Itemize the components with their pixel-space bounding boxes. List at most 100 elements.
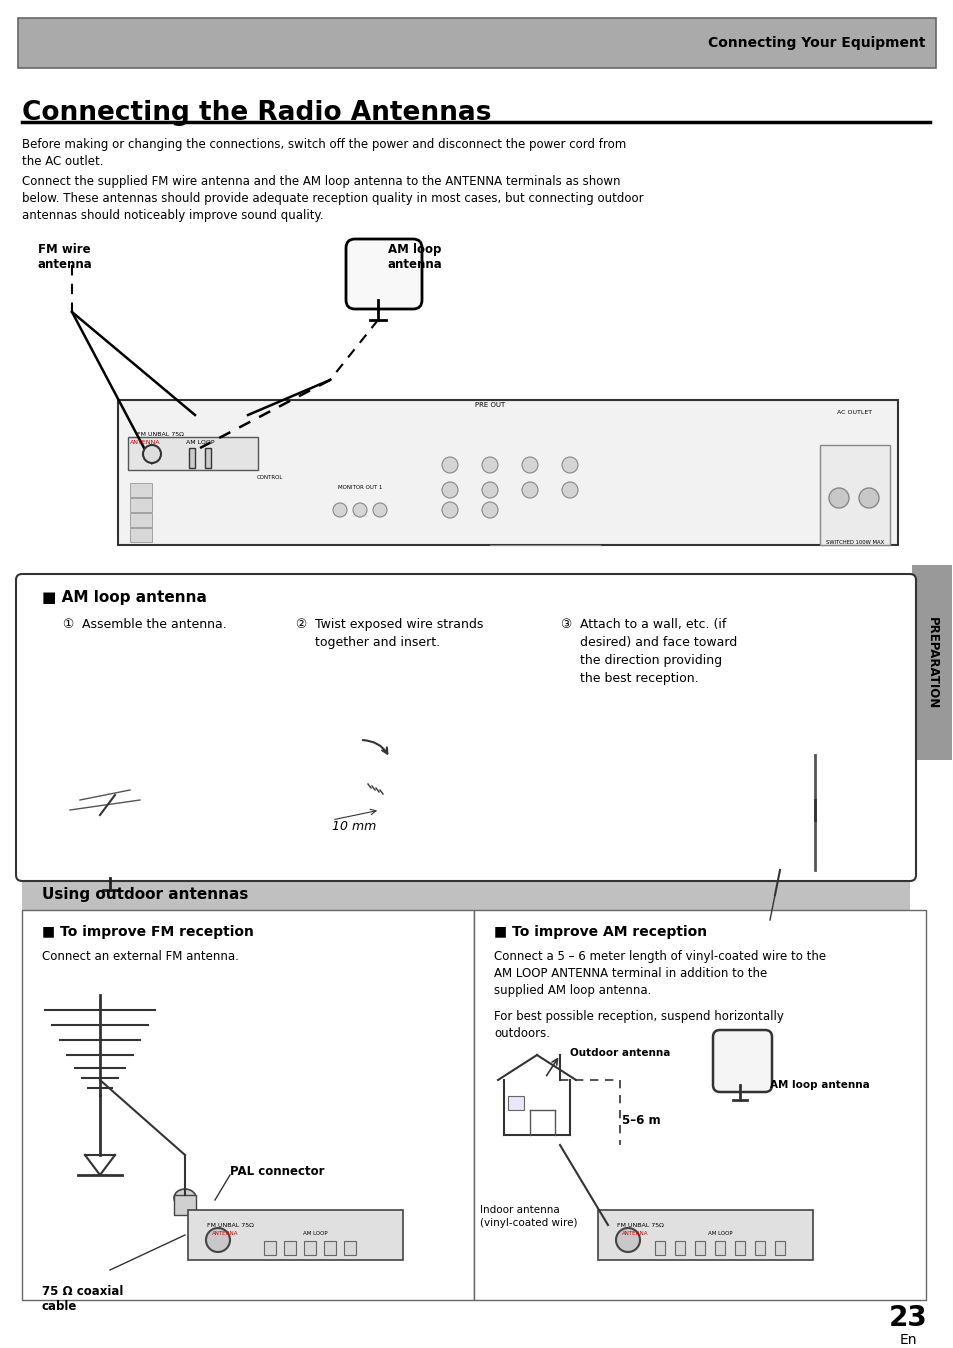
Text: Connecting the Radio Antennas: Connecting the Radio Antennas (22, 100, 491, 125)
Text: ANTENNA: ANTENNA (130, 439, 160, 445)
Bar (284, 1242, 295, 1255)
Text: AC OUTLET: AC OUTLET (837, 410, 872, 415)
Bar (695, 1242, 704, 1255)
Text: PAL connector: PAL connector (230, 1165, 324, 1178)
Text: 23: 23 (887, 1304, 926, 1332)
Text: CONTROL: CONTROL (256, 474, 283, 480)
Text: For best possible reception, suspend horizontally
outdoors.: For best possible reception, suspend hor… (494, 1010, 783, 1041)
Text: ■ To improve AM reception: ■ To improve AM reception (494, 925, 706, 940)
Circle shape (441, 483, 457, 497)
Bar (130, 528, 152, 542)
Bar (598, 1211, 812, 1260)
Bar (714, 1242, 724, 1255)
Text: Connect a 5 – 6 meter length of vinyl-coated wire to the
AM LOOP ANTENNA termina: Connect a 5 – 6 meter length of vinyl-co… (494, 950, 825, 998)
Circle shape (561, 483, 578, 497)
Text: AM LOOP: AM LOOP (707, 1231, 732, 1236)
Circle shape (333, 503, 347, 518)
FancyBboxPatch shape (81, 828, 145, 886)
Text: Attach to a wall, etc. (if
desired) and face toward
the direction providing
the : Attach to a wall, etc. (if desired) and … (579, 617, 737, 685)
Text: PREPARATION: PREPARATION (924, 617, 938, 709)
Bar (189, 448, 194, 468)
Text: ANTENNA: ANTENNA (212, 1231, 238, 1236)
Text: Indoor antenna
(vinyl-coated wire): Indoor antenna (vinyl-coated wire) (479, 1205, 577, 1228)
Circle shape (616, 1228, 639, 1252)
Text: FM UNBAL 75Ω: FM UNBAL 75Ω (136, 431, 183, 437)
Bar (130, 497, 152, 512)
Circle shape (828, 488, 848, 508)
Text: 5–6 m: 5–6 m (621, 1113, 659, 1127)
Text: Connecting Your Equipment: Connecting Your Equipment (708, 36, 925, 50)
Bar (128, 437, 257, 470)
FancyBboxPatch shape (346, 239, 421, 309)
Circle shape (441, 501, 457, 518)
Bar (344, 1242, 355, 1255)
Text: FM wire
antenna: FM wire antenna (38, 243, 92, 271)
Text: Assemble the antenna.: Assemble the antenna. (82, 617, 227, 631)
Text: AM loop antenna: AM loop antenna (769, 1080, 869, 1091)
Text: AM loop
antenna: AM loop antenna (388, 243, 442, 271)
Circle shape (441, 457, 457, 473)
Text: SWITCHED 100W MAX: SWITCHED 100W MAX (825, 541, 883, 545)
Bar (130, 514, 152, 527)
Text: ■ AM loop antenna: ■ AM loop antenna (42, 590, 207, 605)
Text: 75 Ω coaxial
cable: 75 Ω coaxial cable (42, 1285, 123, 1313)
Text: FM UNBAL 75Ω: FM UNBAL 75Ω (207, 1223, 253, 1228)
Circle shape (481, 501, 497, 518)
Bar (655, 1242, 664, 1255)
Bar (188, 1211, 402, 1260)
Text: En: En (899, 1333, 916, 1347)
Circle shape (561, 457, 578, 473)
Text: FM UNBAL 75Ω: FM UNBAL 75Ω (616, 1223, 662, 1228)
Text: ③: ③ (559, 617, 571, 631)
Circle shape (206, 1228, 230, 1252)
Bar (205, 448, 211, 468)
Circle shape (481, 457, 497, 473)
Text: Twist exposed wire strands
together and insert.: Twist exposed wire strands together and … (314, 617, 483, 648)
FancyBboxPatch shape (712, 1030, 771, 1092)
Bar (474, 910, 925, 1299)
Text: Before making or changing the connections, switch off the power and disconnect t: Before making or changing the connection… (22, 137, 625, 168)
Bar (48, 766, 168, 845)
Bar (820, 445, 889, 545)
Bar (118, 400, 897, 545)
Text: PRE OUT: PRE OUT (475, 402, 504, 408)
Bar (264, 1242, 275, 1255)
FancyBboxPatch shape (721, 727, 802, 807)
Circle shape (521, 483, 537, 497)
Bar (130, 483, 152, 497)
Bar (754, 1242, 764, 1255)
Text: Connect an external FM antenna.: Connect an external FM antenna. (42, 950, 238, 962)
Text: ANTENNA: ANTENNA (621, 1231, 648, 1236)
Bar (22, 910, 474, 1299)
Bar (774, 1242, 784, 1255)
Bar (507, 1096, 523, 1109)
Ellipse shape (173, 1189, 195, 1206)
Text: AM LOOP: AM LOOP (302, 1231, 327, 1236)
Text: Using outdoor antennas: Using outdoor antennas (42, 887, 248, 902)
Text: ②: ② (294, 617, 306, 631)
Text: Outdoor antenna: Outdoor antenna (569, 1047, 670, 1058)
Bar (324, 1242, 335, 1255)
Bar (173, 1194, 195, 1215)
Circle shape (481, 483, 497, 497)
Text: 10 mm: 10 mm (332, 820, 375, 833)
Circle shape (353, 503, 367, 518)
Bar (675, 1242, 684, 1255)
Circle shape (858, 488, 878, 508)
Text: MONITOR OUT 1: MONITOR OUT 1 (337, 485, 382, 491)
Bar (18, 18, 935, 67)
Bar (381, 772, 416, 799)
Circle shape (373, 503, 387, 518)
Text: Connect the supplied FM wire antenna and the AM loop antenna to the ANTENNA term: Connect the supplied FM wire antenna and… (22, 175, 643, 222)
Bar (22, 878, 909, 910)
Bar (911, 565, 951, 760)
FancyBboxPatch shape (791, 727, 872, 807)
Bar (304, 1242, 315, 1255)
Circle shape (521, 457, 537, 473)
Text: ①: ① (62, 617, 73, 631)
FancyBboxPatch shape (16, 574, 915, 882)
Bar (734, 1242, 744, 1255)
Text: ■ To improve FM reception: ■ To improve FM reception (42, 925, 253, 940)
Text: AM LOOP: AM LOOP (186, 439, 214, 445)
Circle shape (143, 445, 161, 462)
